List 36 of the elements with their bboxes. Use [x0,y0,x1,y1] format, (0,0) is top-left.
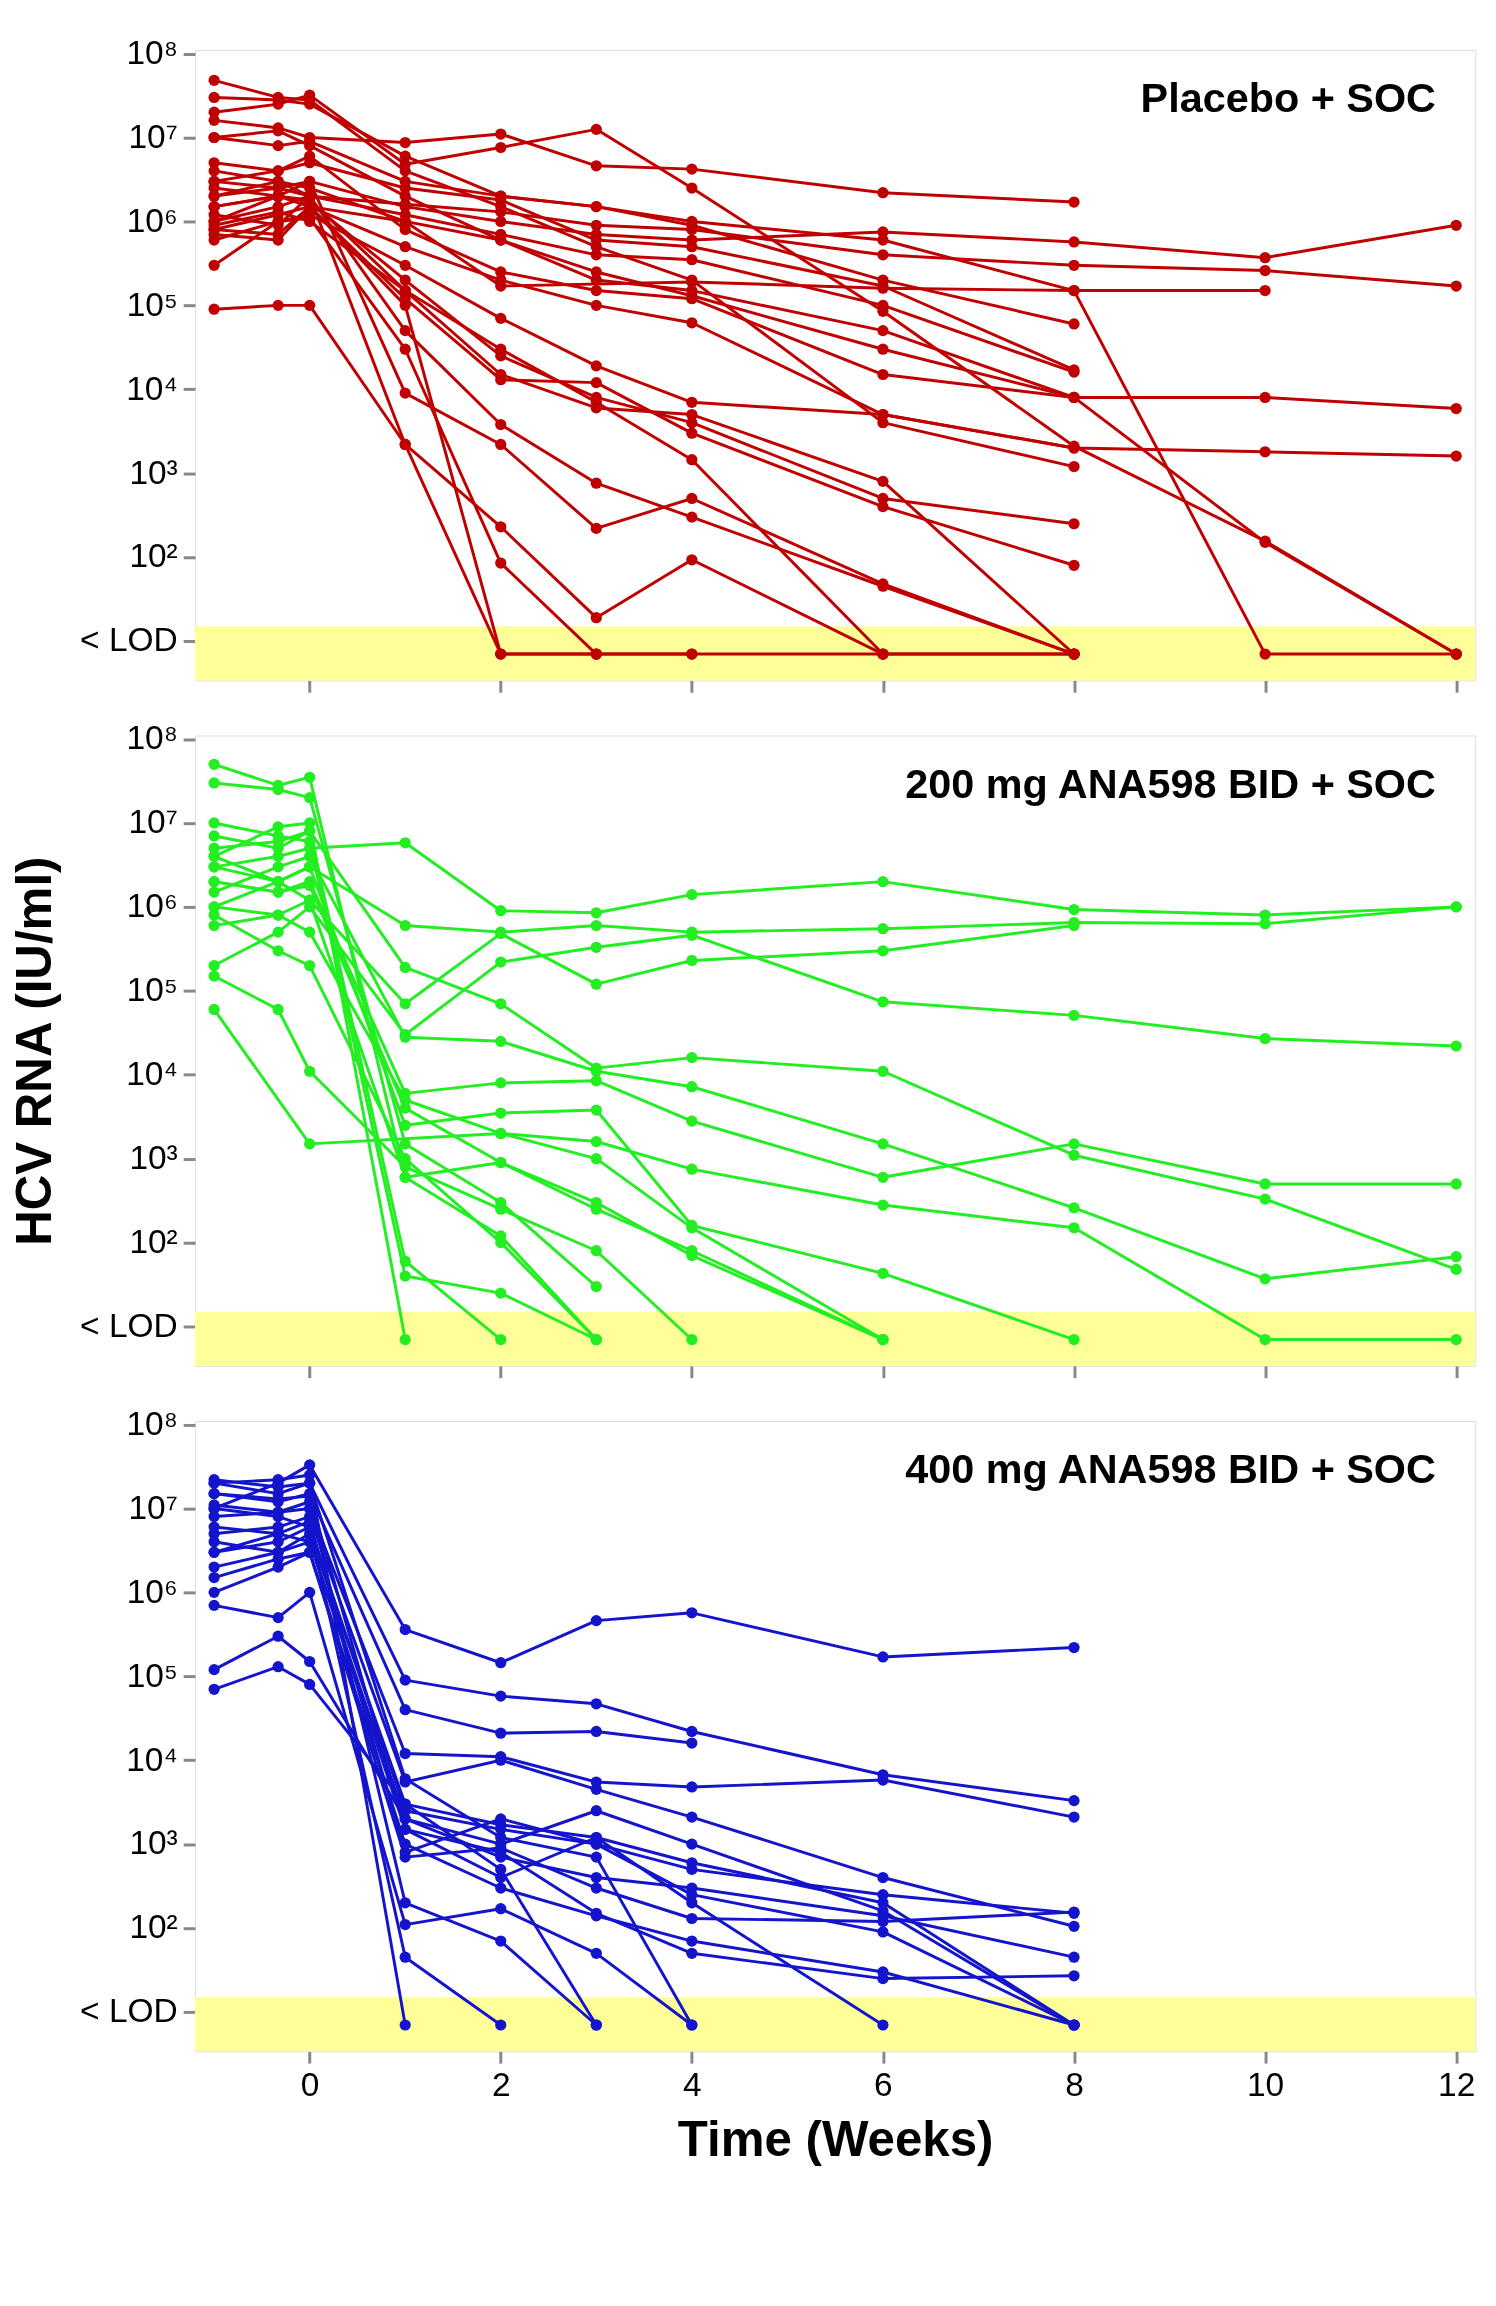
y-tick-label: 10⁶ [126,1572,178,1610]
x-tick-label: 12 [1438,2066,1476,2104]
y-tick-label: 10⁶ [126,887,178,925]
y-tick-label: 10⁷ [128,1488,178,1526]
y-tick-label: < LOD [80,1306,178,1344]
text: 200 mg ANA598 BID + SOC [905,760,1436,807]
y-tick-label: 10⁸ [126,1404,178,1442]
y-tick-label: 10⁶ [126,201,178,239]
y-tick-label: 10² [129,1908,178,1946]
x-axis-title: Time (Weeks) [677,2111,994,2167]
x-tick-label: 10 [1246,2066,1285,2104]
x-tick-label: 6 [874,2066,893,2104]
y-tick-label: 10⁵ [126,971,178,1009]
y-tick-label: < LOD [80,1992,178,2030]
y-tick-label: 10⁵ [126,1656,178,1694]
y-tick-label: 10² [129,1222,178,1260]
y-tick-label: 10³ [129,453,178,491]
x-tick-label: 8 [1065,2066,1084,2104]
x-tick-label: 0 [300,2066,320,2104]
y-tick-label: 10⁴ [126,369,178,407]
y-tick-label: 10⁷ [128,117,178,155]
y-tick-label: 10³ [129,1824,178,1862]
y-tick-label: < LOD [80,621,178,659]
x-tick-label: 2 [491,2066,511,2104]
y-tick-label: 10⁴ [126,1740,178,1778]
y-tick-label: 10⁵ [126,285,178,323]
y-tick-label: 10⁸ [126,33,178,71]
y-tick-label: 10⁴ [126,1055,178,1093]
text: Placebo + SOC [1140,75,1436,122]
y-tick-label: 10⁷ [128,803,178,841]
y-tick-label: 10³ [129,1139,178,1177]
y-axis-title: HCV RNA (IU/ml) [5,856,61,1246]
x-tick-label: 4 [683,2066,702,2104]
text: 400 mg ANA598 BID + SOC [905,1446,1436,1493]
y-tick-label: 10⁸ [126,719,178,757]
y-tick-label: 10² [129,537,178,575]
